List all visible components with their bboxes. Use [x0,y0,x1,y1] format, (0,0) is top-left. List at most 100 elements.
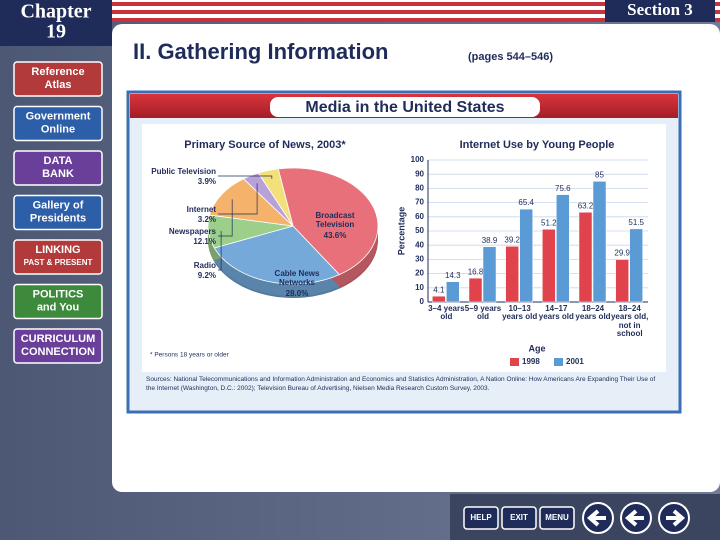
footer-button[interactable]: EXIT [501,506,537,530]
bar [615,259,629,303]
y-tick-label: 90 [415,169,424,178]
button-label: HELP [470,513,492,522]
x-tick-label: 5–9 years old [464,305,502,322]
slice-value: 12.1% [193,238,216,246]
slice-label-box: Broadcast Television [315,212,355,229]
chapter-number: 19 [46,21,66,43]
y-tick-label: 30 [415,255,424,264]
button-label: BANK [42,168,74,180]
x-tick-label-box: 14–17 years old [538,305,574,322]
panel-title: Media in the United States [305,99,504,116]
x-tick-label-box: 18–24 years old, not in school [611,305,648,338]
y-axis-label: Percentage [396,207,406,256]
button-face [13,61,103,97]
section-label: Section 3 [627,0,693,19]
slice-value: 3.9% [197,178,216,186]
slice-label-box: Radio [193,262,216,270]
button-face [463,506,499,530]
button-label: and You [37,301,79,313]
slice-label: Radio [193,262,216,270]
y-tick-label: 70 [415,198,424,207]
legend-swatch [554,358,563,366]
x-tick-label-box: 18–24 years old [575,305,611,322]
leader-line [218,230,222,271]
button-face [13,194,103,231]
legend-label: 2001 [566,357,584,366]
slice-label-box: Cable News Networks [274,270,320,287]
button-label: DATA [44,155,73,167]
button-face [13,328,103,364]
bar-value-label: 38.9 [482,236,498,245]
leader-line [218,199,233,237]
sources: Sources: National Telecommunications and… [146,376,656,393]
bar [592,181,607,303]
bar [432,295,446,303]
slide-title: II. Gathering Information [133,39,388,64]
bar [629,228,643,303]
button-label: CURRICULUM [21,333,96,345]
bar-value-label: 16.8 [468,267,484,276]
bar [519,208,533,303]
button-label: POLITICS [33,288,84,300]
button-label: LINKING [35,244,80,256]
y-tick-label: 60 [415,212,424,221]
footer-button[interactable]: MENU [539,506,575,530]
x-axis-label: Age [528,343,545,353]
slice-value: 9.2% [197,272,216,280]
chart-title: Primary Source of News, 2003* [184,139,346,151]
bar [542,229,556,303]
y-tick-label: 50 [415,226,424,235]
sources-box: Sources: National Telecommunications and… [146,376,656,393]
slice-label: Internet [186,206,216,214]
y-tick-label: 20 [415,269,424,278]
chart-title: Internet Use by Young People [460,139,615,151]
bar [505,246,519,303]
page-reference: (pages 544–546) [468,51,553,63]
button-label: Gallery of [33,199,84,211]
chapter-label: Chapter [20,1,91,23]
chart-note: * Persons 18 years or older [150,352,230,359]
button-label: Atlas [45,79,72,91]
flag-stripes [112,0,720,22]
slice-value-box: 43.6% [323,232,347,240]
slice-label: Cable News Networks [274,270,320,287]
x-tick-label: 14–17 years old [538,305,574,322]
x-tick-label: 18–24 years old [575,305,611,322]
nav-arrows[interactable] [582,502,690,534]
button-label: PAST & PRESENT [24,258,93,267]
x-tick-label: 3–4 years old [428,305,465,322]
slice-value-box: 12.1% [193,238,216,246]
button-face [13,150,103,186]
slice-value-box: 28.0% [286,290,309,298]
footer-button[interactable]: HELP [463,506,499,530]
bar-value-label: 85 [595,170,604,179]
bar [446,281,460,303]
y-tick-label: 40 [415,240,424,249]
x-tick-label: 10–13 years old [502,305,538,322]
slice-label-box: Internet [186,206,216,214]
slice-label: Broadcast Television [315,212,355,229]
slice-label-box: Public Television [151,168,216,176]
sidebar-button[interactable]: LINKING PAST & PRESENT [13,239,103,275]
bar-value-label: 14.3 [445,271,461,280]
bar-value-label: 51.5 [628,218,644,227]
bar-value-label: 51.2 [541,218,557,227]
slice-label: Public Television [151,168,216,176]
slice-value: 43.6% [323,232,347,240]
button-label: Online [41,123,75,135]
button-label: MENU [545,513,569,522]
slice-label: Newspapers [168,228,216,236]
button-label: Reference [31,66,84,78]
slice-label-box: Newspapers [168,228,216,236]
x-tick-label-box: 3–4 years old [428,305,465,322]
panel-title-box [270,97,540,117]
y-tick-label: 80 [415,184,424,193]
y-tick-label: 0 [420,297,425,306]
